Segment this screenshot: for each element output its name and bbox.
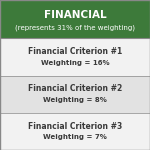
Bar (0, 75, 150, 113)
Text: Weighting = 16%: Weighting = 16% (41, 60, 109, 66)
Text: (represents 31% of the weighting): (represents 31% of the weighting) (15, 25, 135, 31)
Bar (0, 38, 150, 75)
Bar (0, 0, 150, 38)
Text: Financial Criterion #2: Financial Criterion #2 (28, 84, 122, 93)
Text: Financial Criterion #1: Financial Criterion #1 (28, 47, 122, 56)
Text: Weighting = 8%: Weighting = 8% (43, 97, 107, 103)
Bar (0, 113, 150, 150)
Text: Financial Criterion #3: Financial Criterion #3 (28, 122, 122, 131)
Text: Weighting = 7%: Weighting = 7% (43, 134, 107, 140)
Text: FINANCIAL: FINANCIAL (44, 10, 106, 20)
